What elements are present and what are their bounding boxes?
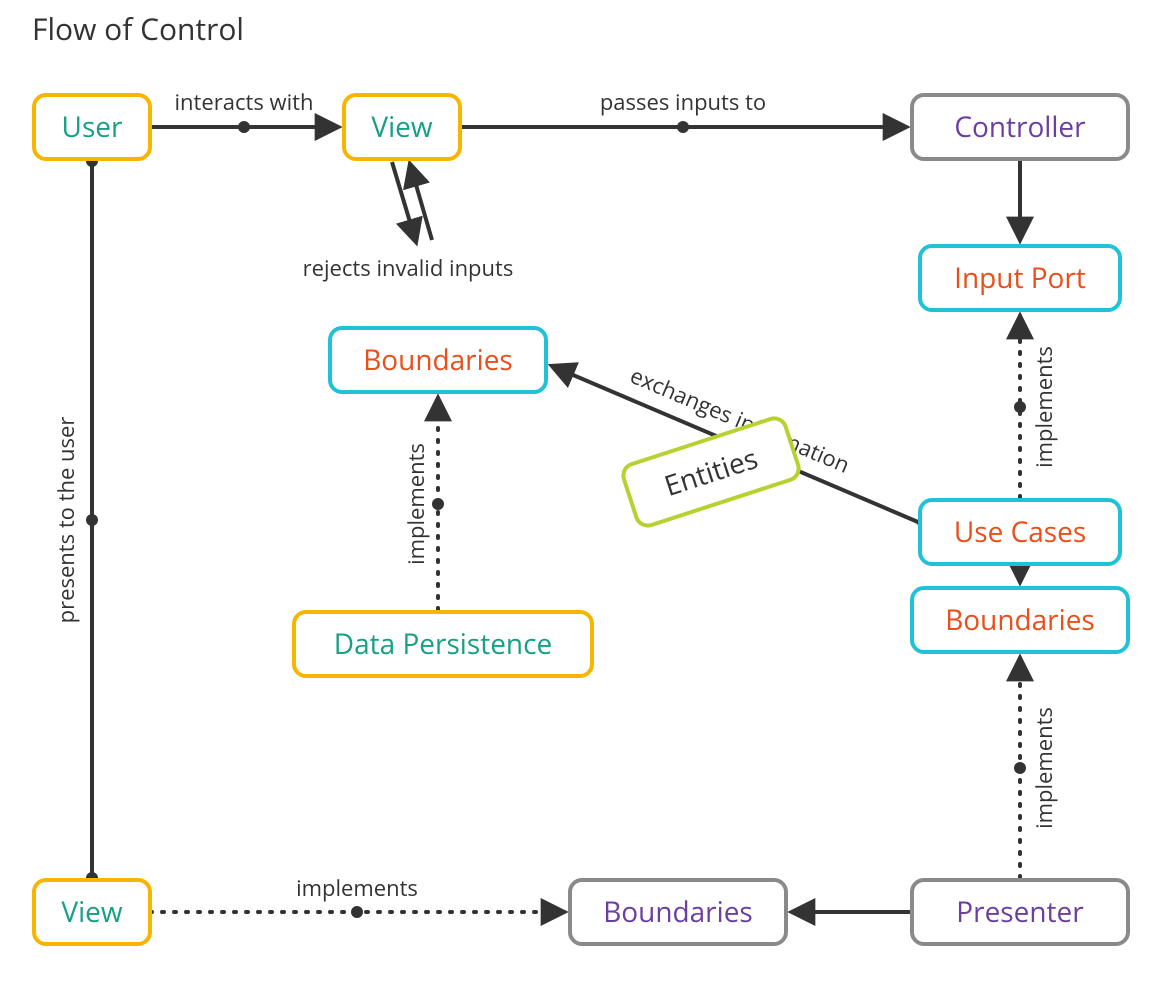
edge-dot — [86, 514, 98, 526]
node-controller-label: Controller — [954, 108, 1086, 146]
node-use-cases-label: Use Cases — [954, 513, 1086, 551]
edge-label-implements-4: implements — [296, 873, 418, 903]
node-presenter-label: Presenter — [956, 893, 1084, 931]
node-boundaries-1-label: Boundaries — [363, 341, 513, 379]
node-view-top: View — [344, 95, 460, 159]
node-use-cases: Use Cases — [920, 500, 1120, 564]
edge-label-implements-3: implements — [1029, 707, 1059, 829]
edge-dot — [677, 121, 689, 133]
edge-view-self-loop — [392, 162, 432, 242]
diagram-title: Flow of Control — [32, 8, 244, 49]
node-view-top-label: View — [371, 108, 432, 146]
node-boundaries-3-label: Boundaries — [603, 893, 753, 931]
node-boundaries-3: Boundaries — [570, 880, 786, 944]
node-boundaries-2: Boundaries — [912, 588, 1128, 652]
nodes: User View Controller Input Port Boundari… — [34, 95, 1128, 944]
edge-dot — [238, 121, 250, 133]
edge-label-interacts-with: interacts with — [175, 87, 314, 117]
node-input-port-label: Input Port — [954, 259, 1086, 297]
edge-label-passes-inputs-to: passes inputs to — [600, 87, 766, 117]
node-data-persistence-label: Data Persistence — [334, 625, 552, 663]
edge-dot — [351, 906, 363, 918]
node-boundaries-1: Boundaries — [330, 328, 546, 392]
edges: interacts with passes inputs to rejects … — [51, 87, 1059, 918]
edge-dot — [1014, 762, 1026, 774]
node-view-bottom: View — [34, 880, 150, 944]
edge-dot — [432, 498, 444, 510]
edge-label-implements-1: implements — [1029, 346, 1059, 468]
node-view-bottom-label: View — [61, 893, 122, 931]
node-data-persistence: Data Persistence — [294, 612, 592, 676]
node-controller: Controller — [912, 95, 1128, 159]
node-user: User — [34, 95, 150, 159]
node-input-port: Input Port — [920, 246, 1120, 310]
flow-of-control-diagram: Flow of Control interacts with passes in… — [0, 0, 1170, 989]
edge-dot — [1014, 401, 1026, 413]
node-presenter: Presenter — [912, 880, 1128, 944]
node-user-label: User — [62, 108, 123, 146]
edge-label-rejects-invalid: rejects invalid inputs — [303, 253, 514, 283]
edge-label-presents-to-user: presents to the user — [51, 417, 81, 624]
node-boundaries-2-label: Boundaries — [945, 601, 1095, 639]
edge-label-implements-2: implements — [401, 443, 431, 565]
